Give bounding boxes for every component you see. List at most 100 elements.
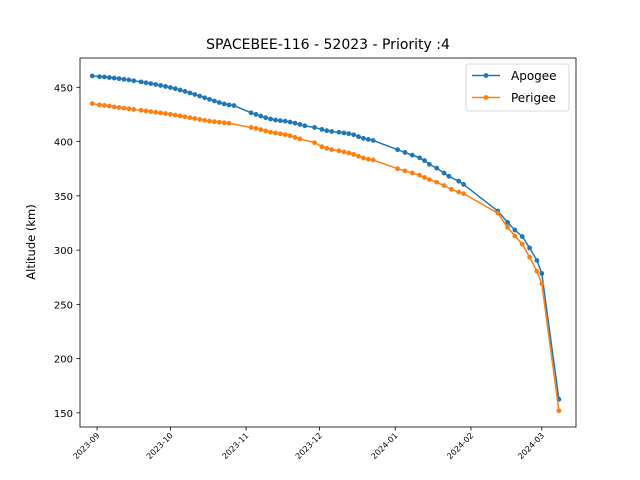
apogee-point — [143, 80, 149, 86]
perigee-point — [319, 144, 325, 150]
perigee-point — [282, 132, 288, 138]
apogee-point — [197, 93, 203, 99]
perigee-point — [402, 168, 408, 174]
apogee-point — [153, 82, 159, 87]
apogee-point — [361, 135, 366, 141]
apogee-point — [277, 118, 283, 124]
perigee-point — [287, 133, 293, 139]
series-apogee — [89, 73, 562, 402]
plot-marks — [89, 73, 562, 414]
apogee-point — [116, 76, 122, 82]
perigee-line — [92, 102, 560, 411]
perigee-point — [111, 104, 117, 110]
apogee-point — [89, 73, 95, 79]
perigee-point — [273, 130, 278, 136]
apogee-point — [221, 101, 227, 107]
perigee-point — [263, 128, 269, 134]
perigee-point — [324, 145, 330, 151]
apogee-point — [302, 123, 308, 129]
perigee-point — [177, 113, 183, 119]
perigee-point — [226, 120, 232, 126]
perigee-point — [277, 131, 283, 137]
perigee-point — [197, 117, 203, 122]
apogee-point — [253, 112, 259, 117]
apogee-point — [187, 90, 193, 96]
apogee-point — [148, 81, 154, 87]
legend-perigee-marker — [483, 95, 489, 100]
perigee-point — [89, 101, 95, 106]
apogee-point — [441, 170, 447, 176]
perigee-point — [351, 151, 357, 157]
y-tick-label: 200 — [54, 355, 73, 366]
perigee-point — [102, 103, 107, 108]
perigee-point — [221, 120, 227, 126]
perigee-point — [248, 125, 254, 130]
perigee-point — [495, 210, 501, 216]
perigee-point — [138, 107, 144, 113]
apogee-point — [336, 129, 342, 135]
perigee-point — [422, 174, 427, 180]
apogee-point — [102, 74, 107, 80]
apogee-point — [202, 95, 208, 101]
perigee-point — [409, 170, 415, 176]
perigee-point — [312, 140, 317, 146]
apogee-point — [324, 128, 330, 134]
apogee-point — [287, 119, 293, 125]
apogee-point — [273, 117, 278, 123]
apogee-point — [417, 155, 423, 161]
perigee-point — [148, 109, 154, 115]
perigee-point — [258, 127, 264, 133]
apogee-point — [292, 120, 298, 126]
series-perigee — [89, 101, 562, 414]
apogee-point — [356, 134, 361, 140]
perigee-point — [527, 254, 532, 260]
y-tick-label: 350 — [54, 192, 73, 203]
perigee-point — [163, 111, 168, 116]
apogee-point — [168, 85, 173, 90]
y-tick-label: 250 — [54, 300, 73, 311]
apogee-point — [456, 178, 462, 184]
perigee-point — [207, 118, 212, 124]
perigee-point — [370, 157, 376, 163]
y-tick-label: 400 — [54, 138, 73, 149]
perigee-point — [539, 281, 545, 287]
apogee-point — [409, 152, 415, 158]
apogee-point — [527, 245, 532, 251]
perigee-point — [505, 224, 510, 230]
apogee-point — [370, 138, 376, 143]
perigee-point — [97, 102, 102, 108]
perigee-point — [534, 268, 540, 274]
apogee-point — [512, 227, 518, 233]
perigee-point — [427, 177, 432, 182]
perigee-point — [346, 150, 352, 156]
perigee-point — [361, 155, 366, 161]
apogee-point — [351, 132, 357, 138]
apogee-point — [97, 74, 102, 80]
perigee-point — [292, 134, 298, 140]
apogee-point — [282, 118, 288, 124]
apogee-point — [248, 110, 254, 116]
apogee-point — [395, 147, 401, 153]
perigee-point — [106, 103, 112, 109]
perigee-point — [116, 105, 122, 110]
apogee-point — [158, 83, 164, 88]
apogee-point — [427, 161, 432, 167]
apogee-point — [461, 182, 467, 187]
apogee-point — [172, 86, 178, 92]
legend-perigee-label: Perigee — [511, 91, 556, 105]
perigee-point — [126, 106, 132, 112]
perigee-point — [121, 105, 127, 111]
apogee-point — [365, 137, 371, 142]
perigee-point — [395, 166, 401, 172]
apogee-point — [268, 116, 273, 122]
perigee-point — [336, 148, 342, 154]
perigee-point — [365, 156, 371, 162]
apogee-point — [346, 131, 352, 137]
y-axis-label: Altitude (km) — [24, 204, 38, 279]
chart-title: SPACEBEE-116 - 52023 - Priority :4 — [206, 37, 450, 53]
perigee-point — [297, 136, 303, 142]
perigee-point — [216, 119, 222, 125]
plot-frame — [79, 57, 577, 428]
